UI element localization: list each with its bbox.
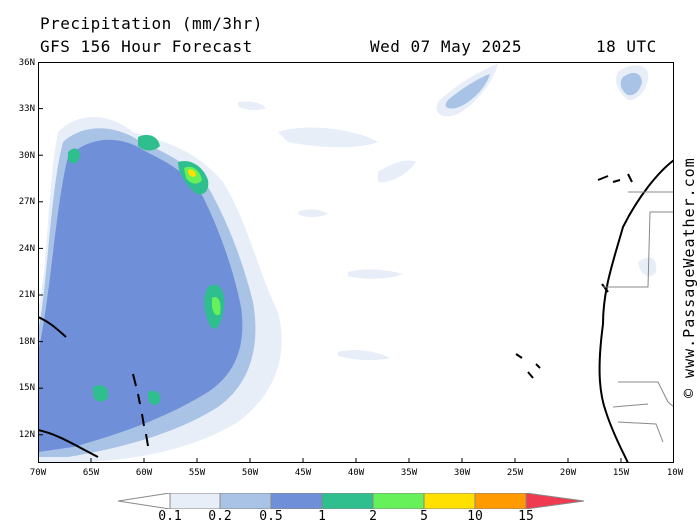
forecast-subtitle: GFS 156 Hour Forecast bbox=[40, 37, 253, 56]
legend-label-1: 1 bbox=[318, 509, 326, 524]
precipitation-map bbox=[38, 62, 674, 463]
legend-label-15: 15 bbox=[518, 509, 534, 524]
lat-label-27n: 27N bbox=[18, 197, 35, 207]
lon-label-70w: 70W bbox=[29, 468, 47, 478]
legend-left-arrow bbox=[118, 493, 171, 509]
lon-label-60w: 60W bbox=[135, 468, 153, 478]
site-credit: © www.PassageWeather.com bbox=[680, 157, 698, 398]
coastlines bbox=[38, 159, 674, 463]
country-borders bbox=[603, 191, 674, 443]
legend-bin-0-1 bbox=[169, 493, 221, 509]
lon-label-50w: 50W bbox=[241, 468, 259, 478]
legend-label-0-1: 0.1 bbox=[158, 509, 182, 524]
lon-label-30w: 30W bbox=[453, 468, 471, 478]
lat-label-21n: 21N bbox=[18, 290, 35, 300]
legend-bin-10 bbox=[474, 493, 527, 509]
valid-time: 18 UTC bbox=[596, 37, 657, 56]
lat-label-18n: 18N bbox=[18, 337, 35, 347]
lat-label-24n: 24N bbox=[18, 244, 35, 254]
legend-bin-1 bbox=[321, 493, 374, 509]
lon-label-40w: 40W bbox=[347, 468, 365, 478]
lon-label-15w: 15W bbox=[612, 468, 630, 478]
legend-bin-5 bbox=[423, 493, 476, 509]
lon-label-65w: 65W bbox=[82, 468, 100, 478]
lon-label-55w: 55W bbox=[188, 468, 206, 478]
chart-title: Precipitation (mm/3hr) bbox=[40, 14, 263, 33]
precip-field bbox=[38, 64, 657, 463]
lon-label-35w: 35W bbox=[400, 468, 418, 478]
legend-right-arrow bbox=[525, 493, 584, 509]
legend-bin-2 bbox=[372, 493, 425, 509]
lat-label-12n: 12N bbox=[18, 430, 35, 440]
legend-bin-0-5 bbox=[270, 493, 323, 509]
legend-label-10: 10 bbox=[467, 509, 483, 524]
legend-label-2: 2 bbox=[369, 509, 377, 524]
lat-label-33n: 33N bbox=[18, 104, 35, 114]
lon-label-25w: 25W bbox=[506, 468, 524, 478]
legend-label-5: 5 bbox=[420, 509, 428, 524]
color-legend bbox=[118, 493, 584, 509]
lon-label-10w: 10W bbox=[666, 468, 684, 478]
valid-date: Wed 07 May 2025 bbox=[370, 37, 522, 56]
legend-bin-0-2 bbox=[219, 493, 272, 509]
lon-label-20w: 20W bbox=[559, 468, 577, 478]
lon-label-45w: 45W bbox=[294, 468, 312, 478]
lat-label-15n: 15N bbox=[18, 383, 35, 393]
legend-label-0-2: 0.2 bbox=[208, 509, 232, 524]
lat-label-36n: 36N bbox=[18, 58, 35, 68]
lat-label-30n: 30N bbox=[18, 151, 35, 161]
legend-label-0-5: 0.5 bbox=[259, 509, 283, 524]
